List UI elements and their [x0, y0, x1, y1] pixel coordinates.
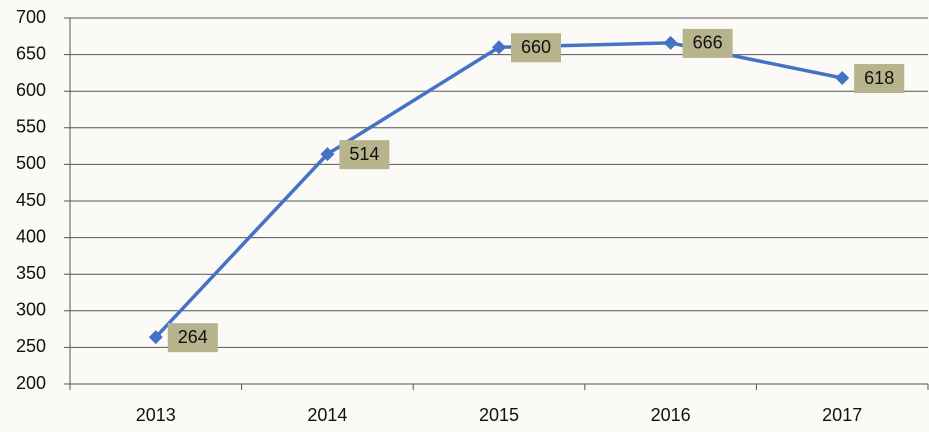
y-tick-label: 500	[16, 153, 46, 173]
y-tick-label: 700	[16, 7, 46, 27]
value-label: 264	[178, 327, 208, 347]
y-tick-label: 650	[16, 43, 46, 63]
marker	[835, 71, 850, 86]
marker	[320, 147, 335, 162]
y-tick-label: 550	[16, 117, 46, 137]
y-tick-label: 400	[16, 226, 46, 246]
value-label: 514	[349, 144, 379, 164]
x-tick-label: 2014	[307, 405, 347, 425]
value-label: 666	[693, 33, 723, 53]
x-tick-label: 2016	[651, 405, 691, 425]
value-label: 660	[521, 37, 551, 57]
y-tick-label: 250	[16, 336, 46, 356]
y-tick-label: 200	[16, 373, 46, 393]
data-line	[154, 41, 843, 339]
value-label-box	[339, 140, 390, 170]
y-tick-label: 600	[16, 80, 46, 100]
y-tick-label: 450	[16, 190, 46, 210]
y-tick-label: 300	[16, 300, 46, 320]
value-label: 618	[864, 68, 894, 88]
marker	[148, 330, 163, 345]
value-label-box	[167, 323, 218, 353]
x-tick-label: 2017	[822, 405, 862, 425]
value-label-box	[682, 28, 733, 58]
value-label-box	[854, 64, 905, 94]
x-tick-label: 2013	[136, 405, 176, 425]
x-tick-label: 2015	[479, 405, 519, 425]
value-label-box	[511, 33, 561, 63]
marker	[663, 35, 678, 50]
y-tick-label: 350	[16, 263, 46, 283]
marker	[492, 40, 506, 55]
